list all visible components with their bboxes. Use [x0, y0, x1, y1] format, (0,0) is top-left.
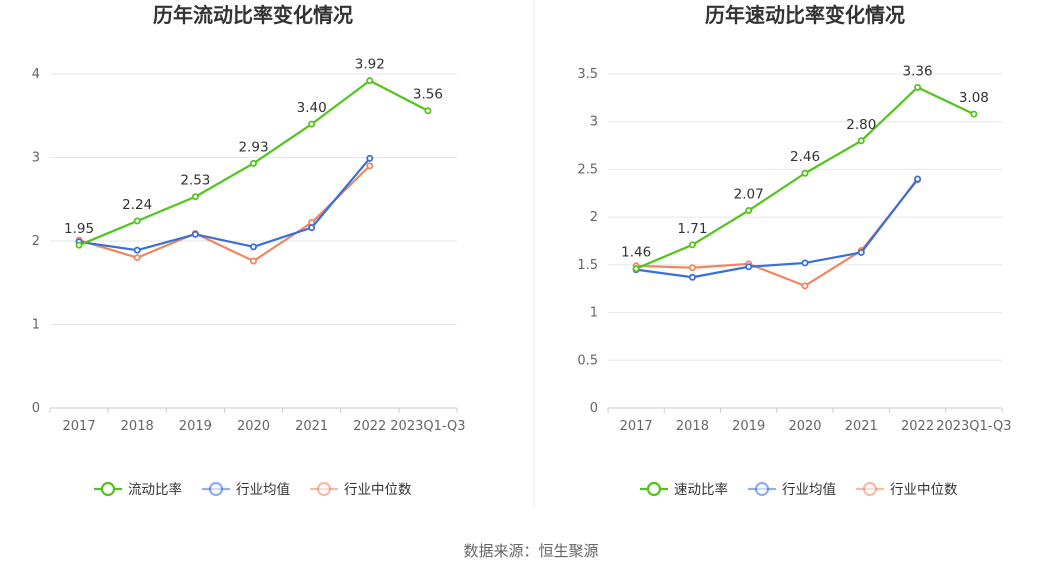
data-point: [424, 107, 432, 115]
x-tick-label: 2018: [676, 419, 709, 434]
data-point: [308, 120, 316, 128]
y-tick-label: 0: [32, 401, 40, 416]
data-point: [366, 162, 374, 170]
y-tick-label: 4: [32, 67, 40, 82]
data-label: 1.71: [677, 221, 707, 237]
data-point: [857, 248, 865, 256]
series-line-1: [635, 178, 919, 279]
chart-current-ratio: 历年流动比率变化情况 0 1 2 3 4 2017 2018 2019 2020 2021 2022 2…: [32, 3, 466, 498]
y-tick-label: 3.5: [577, 67, 598, 82]
legend-marker-2: [316, 481, 332, 497]
legend-label: 行业中位数: [890, 482, 958, 498]
data-label: 2.07: [734, 186, 764, 202]
data-point: [366, 154, 374, 162]
x-tick-label: 2017: [620, 419, 653, 434]
x-tick-label: 2023Q1-Q3: [390, 419, 465, 434]
legend-marker-0: [100, 481, 116, 497]
legend-marker-1: [208, 481, 224, 497]
data-point: [133, 217, 141, 225]
data-point: [133, 254, 141, 262]
y-tick-label: 3: [32, 151, 40, 166]
legend-label: 速动比率: [674, 481, 728, 498]
y-tick-label: 1: [32, 318, 40, 333]
data-point: [249, 159, 257, 167]
legend-marker-2: [862, 481, 878, 497]
data-label: 3.92: [355, 57, 385, 73]
data-point: [249, 257, 257, 265]
y-tick-label: 1: [590, 306, 598, 321]
data-point: [75, 241, 83, 249]
y-tick-label: 3: [590, 115, 598, 130]
legend-label: 行业均值: [782, 482, 836, 498]
data-label: 3.40: [297, 100, 327, 116]
y-tick-label: 1.5: [577, 258, 598, 273]
data-label: 2.46: [790, 149, 820, 165]
y-tick-label: 2.5: [577, 162, 598, 177]
data-point: [688, 264, 696, 272]
data-label: 1.95: [64, 221, 94, 237]
chart-title: 历年流动比率变化情况: [153, 3, 353, 27]
legend-label: 流动比率: [128, 481, 182, 498]
data-label: 2.80: [846, 117, 876, 133]
data-label: 2.24: [122, 197, 152, 213]
y-tick-label: 0.5: [577, 353, 598, 368]
series-line-0: [635, 86, 975, 270]
data-point: [745, 263, 753, 271]
data-point: [133, 246, 141, 254]
x-tick-label: 2017: [63, 419, 96, 434]
x-tick-label: 2019: [732, 419, 765, 434]
data-point: [970, 110, 978, 118]
series-line-2: [78, 165, 371, 263]
legend-marker-0: [646, 481, 662, 497]
data-point: [914, 175, 922, 183]
data-label: 1.46: [621, 245, 651, 261]
legend-label: 行业中位数: [344, 482, 412, 498]
data-label: 3.36: [903, 63, 933, 79]
data-point: [801, 282, 809, 290]
data-point: [688, 273, 696, 281]
y-tick-label: 2: [32, 234, 40, 249]
data-point: [914, 83, 922, 91]
y-tick-label: 2: [590, 210, 598, 225]
data-point: [801, 169, 809, 177]
source-note: 数据来源：恒生聚源: [463, 542, 598, 560]
x-tick-label: 2023Q1-Q3: [936, 419, 1011, 434]
legend-marker-1: [754, 481, 770, 497]
y-tick-label: 0: [590, 401, 598, 416]
data-point: [745, 206, 753, 214]
x-tick-label: 2021: [845, 419, 878, 434]
data-point: [308, 224, 316, 232]
data-point: [191, 230, 199, 238]
chart-title: 历年速动比率变化情况: [705, 3, 905, 27]
data-point: [688, 241, 696, 249]
legend-label: 行业均值: [236, 482, 290, 498]
data-point: [366, 77, 374, 85]
chart-quick-ratio: 历年速动比率变化情况 0 0.5 1 1.5 2 2.5 3 3.5 2017 2018 2019 20…: [577, 3, 1011, 498]
x-tick-label: 2018: [121, 419, 154, 434]
x-tick-label: 2021: [295, 419, 328, 434]
data-label: 3.08: [959, 90, 989, 106]
series-line-1: [78, 157, 371, 252]
x-tick-label: 2020: [788, 419, 821, 434]
data-point: [857, 137, 865, 145]
data-label: 2.93: [238, 139, 268, 155]
data-point: [632, 265, 640, 273]
data-label: 2.53: [180, 173, 210, 189]
data-point: [801, 259, 809, 267]
x-tick-label: 2022: [901, 419, 934, 434]
data-point: [249, 243, 257, 251]
x-tick-label: 2020: [237, 419, 270, 434]
data-label: 3.56: [413, 87, 443, 103]
x-tick-label: 2022: [353, 419, 386, 434]
x-tick-label: 2019: [179, 419, 212, 434]
data-point: [191, 193, 199, 201]
